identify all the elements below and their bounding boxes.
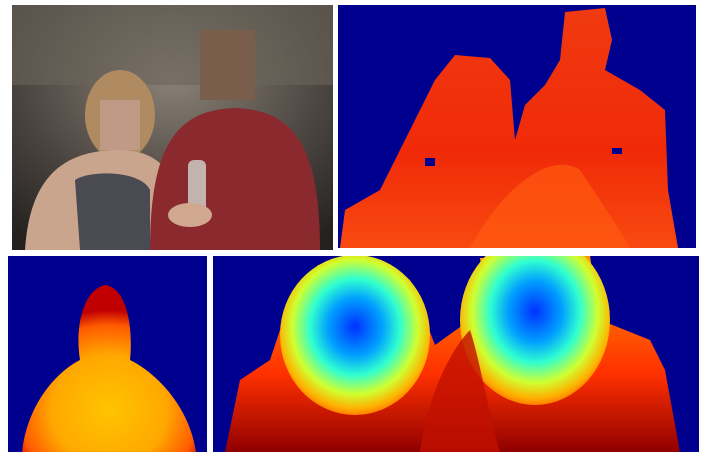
page: (() => { const data = JSON.parse(documen…: [0, 0, 707, 456]
photo-panel: [12, 5, 333, 250]
depth-panel-right: [213, 235, 699, 452]
depth-panel-left: [8, 256, 207, 452]
figure: [0, 0, 707, 456]
depth-panel-top: [338, 5, 696, 248]
